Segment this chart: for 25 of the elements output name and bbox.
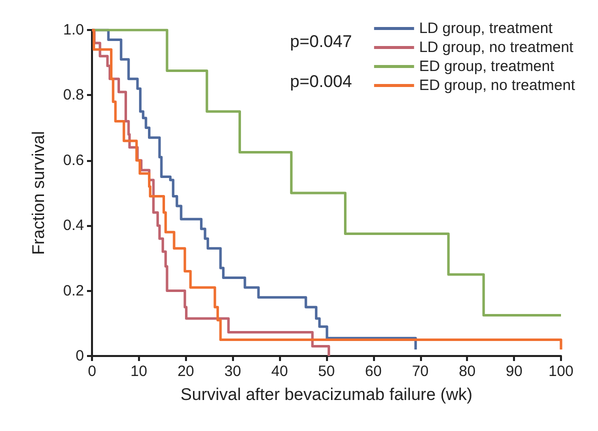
legend-label: ED group, treatment [419,58,555,75]
x-tick-label: 90 [506,363,522,380]
x-tick-label: 40 [271,363,288,380]
x-tick-label: 70 [412,363,429,380]
y-axis-title: Fraction survival [29,131,48,255]
x-tick-label: 10 [130,363,148,380]
y-tick-label: 0.2 [63,282,84,300]
y-tick-label: 0.8 [63,86,84,104]
y-tick-label: 0.6 [63,152,84,169]
x-tick-label: 20 [177,363,194,380]
y-tick-label: 0.4 [63,217,84,234]
x-tick-label: 100 [548,363,574,380]
legend-label: ED group, no treatment [419,77,576,94]
x-tick-label: 50 [318,363,335,380]
legend-label: LD group, no treatment [419,39,574,56]
x-tick-label: 60 [365,363,382,380]
y-tick-label: 1.0 [63,22,84,38]
x-tick-label: 30 [224,363,242,380]
x-tick-label: 0 [88,363,96,380]
annotation: p=0.047 [290,32,352,51]
x-axis-title: Survival after bevacizumab failure (wk) [180,385,472,404]
legend-label: LD group, treatment [419,20,554,37]
x-tick-label: 80 [458,363,476,380]
annotation: p=0.004 [290,72,352,91]
y-tick-label: 0 [76,348,84,364]
